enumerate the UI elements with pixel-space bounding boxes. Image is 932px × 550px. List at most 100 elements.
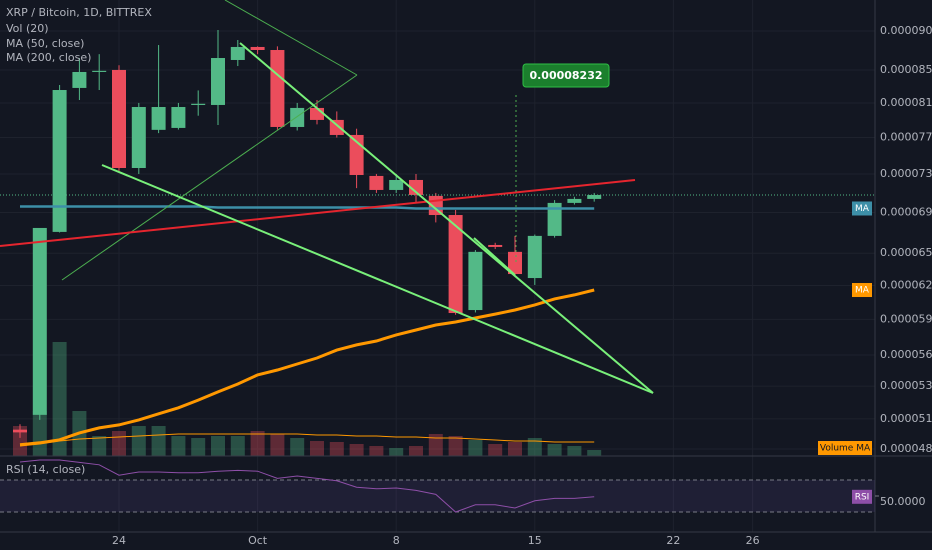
volume-bar [151, 426, 166, 456]
candle-body [290, 107, 305, 127]
annotation: 0.00008232 [522, 63, 610, 88]
volume-bar [191, 438, 206, 456]
y-tick-label: 0.00008100 [880, 96, 932, 109]
trend-line [239, 42, 654, 394]
candle-body [250, 46, 265, 51]
volume-bar [468, 440, 483, 456]
volume-bar [587, 450, 602, 456]
candle-body [409, 179, 423, 195]
x-tick-label: 22 [666, 534, 680, 547]
candle-body [13, 429, 27, 433]
candle-body [171, 107, 186, 128]
volume-bar [488, 444, 503, 456]
volume-bar [428, 434, 443, 456]
candle-body [567, 198, 582, 203]
trend-line [0, 179, 636, 247]
rsi-line [19, 459, 595, 513]
price-pane [0, 30, 875, 447]
y-tick-label: 0.00005600 [880, 348, 932, 361]
x-tick-label: 8 [393, 534, 400, 547]
y-tick-label: 0.00006500 [880, 246, 932, 259]
candle-body [488, 244, 503, 247]
x-tick-label: Oct [248, 534, 268, 547]
axes: 0.00009000 0.00008500 0.00008100 0.00007700… [112, 24, 932, 547]
y-tick-label: 0.00005900 [880, 312, 932, 325]
x-tick-label: 26 [746, 534, 760, 547]
y-tick-label: 0.00009000 [880, 24, 932, 37]
volume-bar [448, 436, 463, 456]
y-tick-label: 0.00007300 [880, 167, 932, 180]
trend-line [101, 164, 654, 394]
volume-ma-badge-box [818, 441, 872, 455]
candle-body [508, 251, 522, 275]
volume-ma-line [19, 433, 595, 447]
trend-line [473, 237, 516, 276]
y-tick-label: 0.00006200 [880, 278, 932, 291]
volume-pane [13, 342, 602, 456]
volume-bar [527, 438, 542, 456]
rsi-badge: RSI [855, 492, 870, 502]
y-tick-label: 0.00005350 [880, 379, 932, 392]
volume-bar [92, 436, 107, 456]
volume-bar [310, 441, 324, 456]
drawings [0, 0, 654, 394]
legend-entry: MA (50, close) [6, 37, 84, 50]
y-tick-label: 0.00005100 [880, 412, 932, 425]
y-tick-label: 0.00004880 [880, 442, 932, 455]
candle-body [468, 251, 483, 311]
trend-line [61, 74, 358, 281]
volume-bar [230, 436, 245, 456]
x-tick-label: 24 [112, 534, 126, 547]
legend: XRP / Bitcoin, 1D, BITTREX Vol (20) MA (… [6, 6, 152, 476]
volume-bar [131, 426, 146, 456]
ma-line [19, 288, 595, 447]
y-tick-label: 0.00008500 [880, 63, 932, 76]
ma-badge-box [852, 201, 872, 216]
candle-body [92, 70, 107, 72]
volume-bar [349, 444, 364, 456]
volume-bar [389, 448, 404, 456]
x-tick-label: 15 [528, 534, 542, 547]
volume-bar [547, 444, 562, 456]
candle-body [211, 58, 225, 105]
legend-entry: Vol (20) [6, 22, 49, 35]
volume-bar [52, 342, 67, 456]
annotation-text: 0.00008232 [529, 69, 602, 82]
volume-bar [112, 431, 126, 456]
candle-body [587, 194, 602, 199]
candle-body [310, 107, 324, 120]
candle-body [270, 50, 285, 127]
candle-body [112, 69, 126, 168]
chart-title: XRP / Bitcoin, 1D, BITTREX [6, 6, 152, 19]
candle-body [369, 175, 384, 190]
candle-body [448, 215, 463, 314]
volume-bar [508, 442, 522, 456]
volume-bar [270, 434, 285, 456]
volume-bar [369, 446, 384, 456]
candle-body [527, 235, 542, 279]
candle-body [230, 46, 245, 60]
candle-body [329, 119, 344, 135]
volume-bar [409, 446, 423, 456]
volume-bar [290, 438, 305, 456]
volume-bar [250, 431, 265, 456]
y-tick-label: 0.00006900 [880, 205, 932, 218]
candle-body [32, 227, 47, 415]
volume-bar [13, 426, 27, 456]
y-tick-label: 0.00007700 [880, 131, 932, 144]
rsi-pane [0, 459, 879, 513]
volume-bar [329, 442, 344, 456]
candle-body [389, 179, 404, 190]
ma-badge: MA [855, 286, 870, 296]
candle-body [131, 107, 146, 168]
legend-entry: MA (200, close) [6, 51, 91, 64]
ma-badge: MA [855, 204, 870, 214]
candle-body [52, 90, 67, 232]
volume-bar [211, 436, 225, 456]
annotation-box [522, 63, 610, 88]
candle-body [191, 103, 206, 105]
rsi-tick-label: 50.0000 [880, 495, 926, 508]
volume-bar [171, 436, 186, 456]
